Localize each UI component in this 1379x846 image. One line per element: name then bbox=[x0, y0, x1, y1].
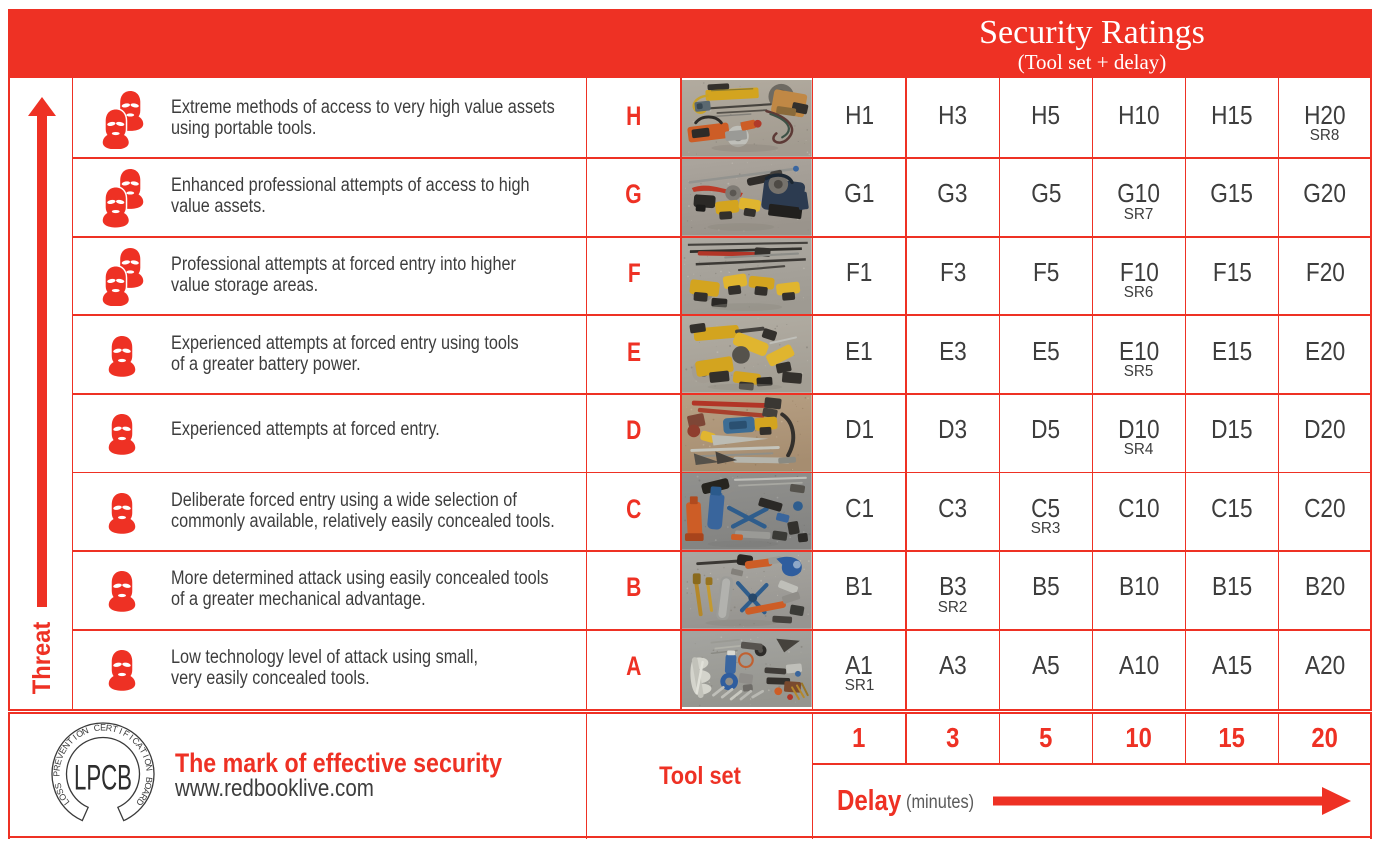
svg-text:S: S bbox=[54, 787, 66, 796]
svg-text:O: O bbox=[57, 792, 69, 803]
svg-text:R: R bbox=[137, 792, 149, 802]
svg-text:D: D bbox=[134, 797, 146, 808]
svg-text:E: E bbox=[100, 723, 106, 733]
svg-text:N: N bbox=[60, 740, 72, 751]
svg-text:L: L bbox=[60, 797, 71, 807]
svg-text:F: F bbox=[121, 728, 131, 740]
svg-text:B: B bbox=[144, 776, 155, 783]
svg-text:O: O bbox=[142, 757, 153, 766]
svg-text:E: E bbox=[57, 746, 69, 756]
svg-text:I: I bbox=[118, 726, 124, 736]
svg-text:A: A bbox=[134, 740, 146, 751]
svg-text:T: T bbox=[65, 735, 76, 746]
svg-text:A: A bbox=[140, 787, 152, 796]
svg-text:I: I bbox=[127, 732, 135, 741]
svg-text:R: R bbox=[52, 764, 63, 772]
svg-text:N: N bbox=[80, 725, 90, 737]
svg-text:O: O bbox=[142, 781, 153, 790]
svg-text:I: I bbox=[141, 753, 151, 759]
svg-text:I: I bbox=[71, 732, 79, 741]
svg-text:C: C bbox=[93, 722, 101, 733]
svg-text:S: S bbox=[52, 782, 63, 790]
svg-text:P: P bbox=[51, 771, 61, 777]
svg-text:E: E bbox=[53, 758, 64, 766]
svg-text:O: O bbox=[74, 728, 85, 740]
svg-text:T: T bbox=[138, 746, 150, 756]
svg-text:V: V bbox=[54, 751, 66, 760]
svg-text:N: N bbox=[144, 764, 155, 772]
svg-text:LPCB: LPCB bbox=[74, 758, 132, 798]
svg-text:R: R bbox=[105, 723, 113, 734]
svg-text:T: T bbox=[111, 724, 119, 735]
